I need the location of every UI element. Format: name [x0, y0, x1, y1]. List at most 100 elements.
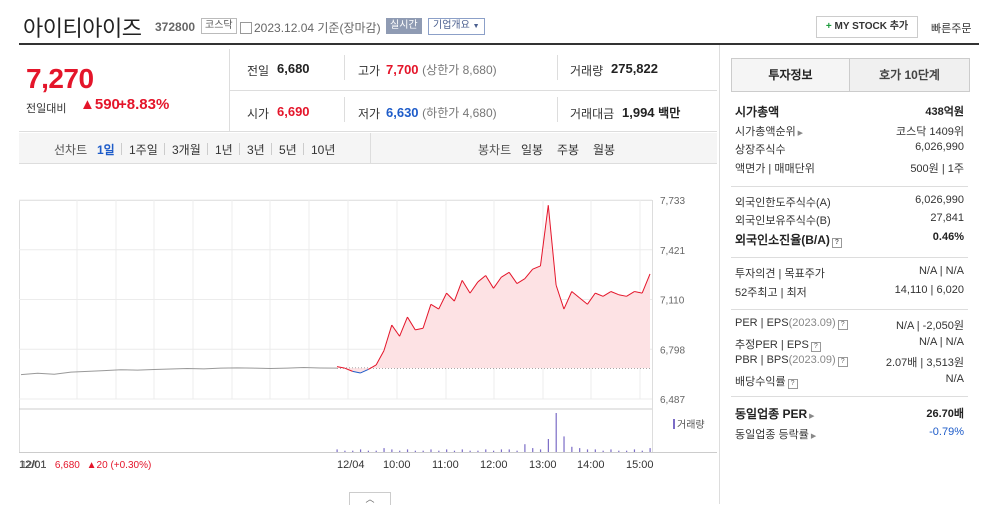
period-3m[interactable]: 3개월: [172, 143, 201, 157]
realtime-button[interactable]: 실시간: [386, 18, 422, 34]
stock-header: 아이티아이즈 372800 코스닥 2023.12.04 기준(장마감) 실시간…: [0, 0, 984, 44]
x-tick-label: 12/04: [337, 459, 365, 471]
section-divider: [731, 396, 968, 397]
y-tick-label: 7,110: [660, 296, 685, 307]
volume-bar: [516, 450, 518, 452]
volume-bar: [359, 449, 362, 452]
volume-bar: [430, 449, 432, 452]
separator: [207, 143, 208, 155]
info-row[interactable]: 시가총액순위 ▶ 코스닥 1409위: [735, 123, 964, 141]
help-icon[interactable]: ?: [787, 379, 798, 389]
price-segment: [461, 280, 471, 294]
period-1y[interactable]: 1년: [215, 143, 233, 157]
period-3y[interactable]: 3년: [247, 143, 265, 157]
info-label: 추정PER | EPS?: [735, 336, 821, 352]
info-value: N/A | N/A: [918, 265, 964, 277]
price-segment: [524, 268, 534, 280]
mystock-add-button[interactable]: + MY STOCK 추가: [816, 16, 918, 38]
y-tick-label: 6,798: [660, 345, 685, 356]
info-value: 27,841: [930, 212, 964, 224]
price-chart[interactable]: 7,733 7,421 7,110 6,798 6,487 12/01 12/04 10:00…: [19, 190, 717, 480]
price-segment: [485, 275, 494, 289]
info-sub: (2023.09): [788, 354, 836, 366]
high-value: 7,700 (상한가 8,680): [386, 62, 497, 77]
volume-bar: [618, 450, 620, 452]
volume-bar: [469, 450, 471, 452]
volume-bar: [399, 450, 401, 452]
info-row[interactable]: PBR | BPS(2023.09)? 2.07배 | 3,513원: [735, 354, 964, 372]
y-tick-label: 7,733: [660, 196, 685, 207]
low-label: 저가: [358, 107, 381, 121]
period-10y[interactable]: 10년: [311, 143, 336, 157]
info-row: 투자의견 | 목표주가 N/A | N/A: [735, 265, 964, 283]
info-row: 52주최고 | 최저 14,110 | 6,020: [735, 284, 964, 302]
open-value: 6,690: [277, 104, 310, 119]
period-1d[interactable]: 1일: [97, 143, 115, 157]
period-1w[interactable]: 1주일: [129, 143, 158, 157]
info-row: 외국인보유주식수(B) 27,841: [735, 212, 964, 230]
help-icon[interactable]: ?: [837, 357, 848, 367]
volume-bar: [500, 449, 503, 452]
price-segment: [563, 291, 573, 310]
info-label: 동일업종 PER ▶: [735, 407, 815, 421]
help-icon[interactable]: ?: [837, 320, 848, 330]
help-icon[interactable]: ?: [831, 238, 842, 248]
price-segment: [501, 271, 510, 278]
info-row[interactable]: 추정PER | EPS? N/A | N/A: [735, 336, 964, 354]
volume-bar: [579, 448, 581, 452]
info-value: 6,026,990: [915, 194, 964, 206]
price-segment: [571, 291, 580, 299]
volume-bar: [563, 436, 565, 452]
current-price: 7,270: [26, 63, 94, 94]
period-5y[interactable]: 5년: [279, 143, 297, 157]
price-segment: [399, 316, 408, 337]
info-row: 시가총액 438억원: [735, 103, 964, 121]
price-segment: [508, 272, 518, 284]
info-row[interactable]: 동일업종 등락률 ▶ -0.79%: [735, 426, 964, 444]
info-row[interactable]: PER | EPS(2023.09)? N/A | -2,050원: [735, 317, 964, 335]
info-row[interactable]: 외국인소진율(B/A)? 0.46%: [735, 231, 964, 249]
info-row[interactable]: 동일업종 PER ▶ 26.70배: [735, 405, 964, 423]
info-value: 코스닥 1409위: [895, 126, 964, 138]
stock-name: 아이티아이즈: [23, 16, 142, 41]
open-label: 시가: [247, 107, 270, 121]
volume-bar: [352, 450, 354, 452]
volume-bar: [649, 448, 651, 452]
divider: [370, 133, 371, 163]
volume-bar: [453, 450, 456, 452]
chevron-right-icon: ▶: [807, 413, 815, 420]
prev-day-summary: 12/01 6,680 ▲20 (+0.30%): [21, 460, 152, 471]
x-tick-label: 12/01: [19, 459, 47, 471]
help-icon[interactable]: ?: [810, 342, 821, 352]
price-area: [337, 205, 650, 373]
info-row: 액면가 | 매매단위 500원 | 1주: [735, 160, 964, 178]
collapse-chart-button[interactable]: ︿: [349, 492, 391, 505]
chevron-down-icon: ▼: [472, 23, 480, 30]
price-segment: [415, 327, 424, 331]
separator: [239, 143, 240, 155]
plus-icon: +: [825, 21, 832, 32]
candle-weekly[interactable]: 주봉: [557, 143, 580, 157]
section-divider: [731, 186, 968, 187]
price-segment: [618, 294, 627, 297]
info-row[interactable]: 배당수익률? N/A: [735, 373, 964, 391]
price-segment: [477, 275, 486, 283]
change-value: ▲590: [80, 96, 120, 113]
candle-monthly[interactable]: 월봉: [593, 143, 616, 157]
info-label: 투자의견 | 목표주가: [735, 268, 825, 280]
price-segment: [383, 324, 393, 351]
candle-daily[interactable]: 일봉: [521, 143, 544, 157]
price-segment: [406, 316, 416, 331]
market-tag: 코스닥: [201, 18, 237, 34]
volume-bar: [477, 450, 479, 452]
volume-bar: [539, 449, 542, 452]
price-segment: [446, 292, 455, 302]
info-value: 6,026,990: [915, 141, 964, 153]
company-overview-dropdown[interactable]: 기업개요 ▼: [428, 18, 485, 35]
quick-order-button[interactable]: 빠른주문: [931, 23, 972, 35]
price-segment: [453, 280, 463, 302]
volume-bar: [532, 448, 534, 452]
tab-investment-info[interactable]: 투자정보: [731, 58, 850, 92]
tab-order-book[interactable]: 호가 10단계: [849, 58, 970, 92]
x-tick-label: 10:00: [383, 459, 411, 471]
